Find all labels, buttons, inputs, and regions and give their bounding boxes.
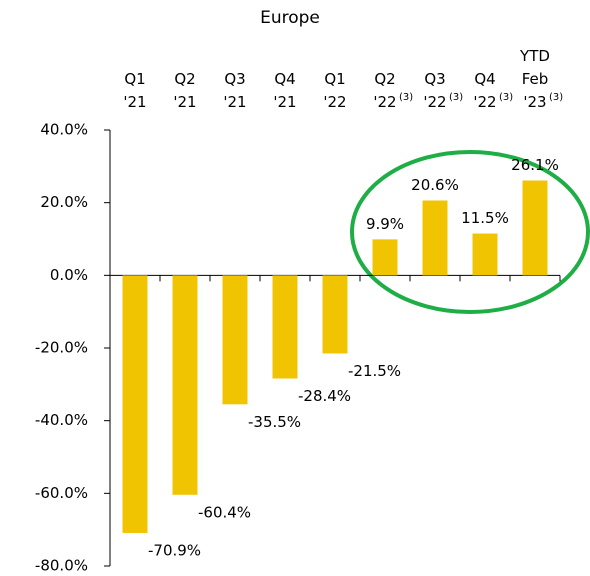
x-tick-line: '21 [173, 93, 196, 111]
y-tick-label: -20.0% [35, 339, 88, 357]
x-tick-note: (3) [499, 92, 513, 103]
x-tick-line: Q4 [274, 70, 295, 88]
x-tick-label: Q2'21 [173, 70, 196, 111]
bar [472, 233, 498, 276]
x-tick-line: '22 [373, 93, 396, 111]
bar [522, 180, 548, 276]
value-label: -28.4% [298, 387, 351, 405]
x-tick-label: Q2'22 [373, 70, 396, 111]
x-tick-line: '22 [323, 93, 346, 111]
chart-title: Europe [260, 8, 320, 28]
bar [272, 275, 298, 379]
x-tick-label: YTD Feb '23 [519, 47, 550, 111]
x-tick-line: Q1 [324, 70, 345, 88]
x-tick-line: '21 [273, 93, 296, 111]
highlight-ellipse [350, 150, 590, 314]
x-tick-label: Q1'21 [123, 70, 146, 111]
y-tick-label: -60.0% [35, 484, 88, 502]
x-tick-line: '22 [473, 93, 496, 111]
bar [372, 239, 398, 276]
x-tick-note: (3) [449, 92, 463, 103]
bar [172, 275, 198, 495]
x-tick-label: Q4'22 [473, 70, 496, 111]
x-tick-line: Q4 [474, 70, 495, 88]
value-label: -60.4% [198, 503, 251, 521]
value-label: 26.1% [511, 156, 559, 174]
x-tick-line: Q2 [374, 70, 395, 88]
x-tick-label: Q4'21 [273, 70, 296, 111]
y-tick-label: -40.0% [35, 411, 88, 429]
x-tick-line: Q1 [124, 70, 145, 88]
value-label: -35.5% [248, 413, 301, 431]
x-tick-label: Q3'21 [223, 70, 246, 111]
x-tick-line: Q3 [224, 70, 245, 88]
x-tick-line: '23 [523, 93, 546, 111]
bar [222, 275, 248, 405]
x-tick-label: Q3'22 [423, 70, 446, 111]
x-tick-line: YTD [519, 47, 550, 65]
value-label: -70.9% [148, 541, 201, 559]
value-label: 20.6% [411, 176, 459, 194]
y-tick-label: 40.0% [40, 121, 88, 139]
value-label: 9.9% [366, 215, 404, 233]
x-tick-line: '21 [223, 93, 246, 111]
x-tick-line: '21 [123, 93, 146, 111]
bar [122, 275, 148, 533]
x-tick-note: (3) [549, 92, 563, 103]
bar [422, 200, 448, 276]
y-tick-label: 0.0% [50, 266, 88, 284]
value-label: 11.5% [461, 209, 509, 227]
x-tick-line: Feb [522, 70, 549, 88]
bar [322, 275, 348, 354]
x-tick-line: Q2 [174, 70, 195, 88]
x-tick-note: (3) [399, 92, 413, 103]
y-tick-label: -80.0% [35, 557, 88, 575]
y-tick-label: 20.0% [40, 193, 88, 211]
x-tick-label: Q1'22 [323, 70, 346, 111]
value-label: -21.5% [348, 362, 401, 380]
x-tick-line: Q3 [424, 70, 445, 88]
x-tick-line: '22 [423, 93, 446, 111]
